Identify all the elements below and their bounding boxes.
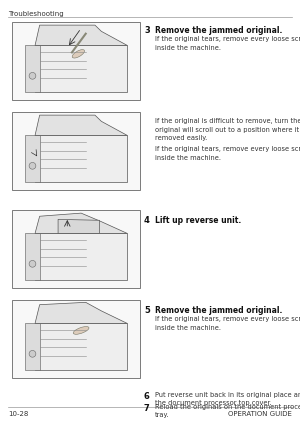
Bar <box>25 45 40 92</box>
Ellipse shape <box>73 326 89 334</box>
Bar <box>35 233 127 280</box>
Bar <box>25 323 40 370</box>
Circle shape <box>29 72 36 79</box>
Text: 5: 5 <box>144 306 150 315</box>
Bar <box>35 323 127 370</box>
Polygon shape <box>35 115 127 136</box>
Text: Remove the jammed original.: Remove the jammed original. <box>155 306 282 315</box>
Polygon shape <box>35 302 127 323</box>
Text: 7: 7 <box>144 404 150 413</box>
Text: 3: 3 <box>144 26 150 35</box>
Text: Remove the jammed original.: Remove the jammed original. <box>155 26 282 35</box>
Text: Troubleshooting: Troubleshooting <box>8 11 64 17</box>
Text: Put reverse unit back in its original place and close
the document processor top: Put reverse unit back in its original pl… <box>155 392 300 406</box>
Text: 4: 4 <box>144 216 150 225</box>
Text: Lift up reverse unit.: Lift up reverse unit. <box>155 216 241 225</box>
Text: If the original is difficult to remove, turn the dial. The
original will scroll : If the original is difficult to remove, … <box>155 118 300 141</box>
Ellipse shape <box>72 50 85 58</box>
Text: 10-28: 10-28 <box>8 411 28 417</box>
Bar <box>35 136 127 182</box>
Bar <box>12 22 140 100</box>
Bar <box>35 45 127 92</box>
Polygon shape <box>35 213 127 233</box>
Text: If the original tears, remove every loose scrap from
inside the machine.: If the original tears, remove every loos… <box>155 316 300 331</box>
Text: If the original tears, remove every loose scrap from
inside the machine.: If the original tears, remove every loos… <box>155 36 300 51</box>
Text: OPERATION GUIDE: OPERATION GUIDE <box>228 411 292 417</box>
Circle shape <box>29 351 36 357</box>
Circle shape <box>29 261 36 267</box>
Text: If the original tears, remove every loose scrap from
inside the machine.: If the original tears, remove every loos… <box>155 146 300 161</box>
Bar <box>12 112 140 190</box>
Bar <box>12 300 140 378</box>
Bar <box>12 210 140 288</box>
Polygon shape <box>58 219 100 233</box>
Polygon shape <box>35 25 127 45</box>
Bar <box>25 233 40 280</box>
Text: Reload the originals on the document processor
tray.: Reload the originals on the document pro… <box>155 404 300 419</box>
Circle shape <box>29 162 36 169</box>
Text: 6: 6 <box>144 392 150 401</box>
Bar <box>25 136 40 182</box>
